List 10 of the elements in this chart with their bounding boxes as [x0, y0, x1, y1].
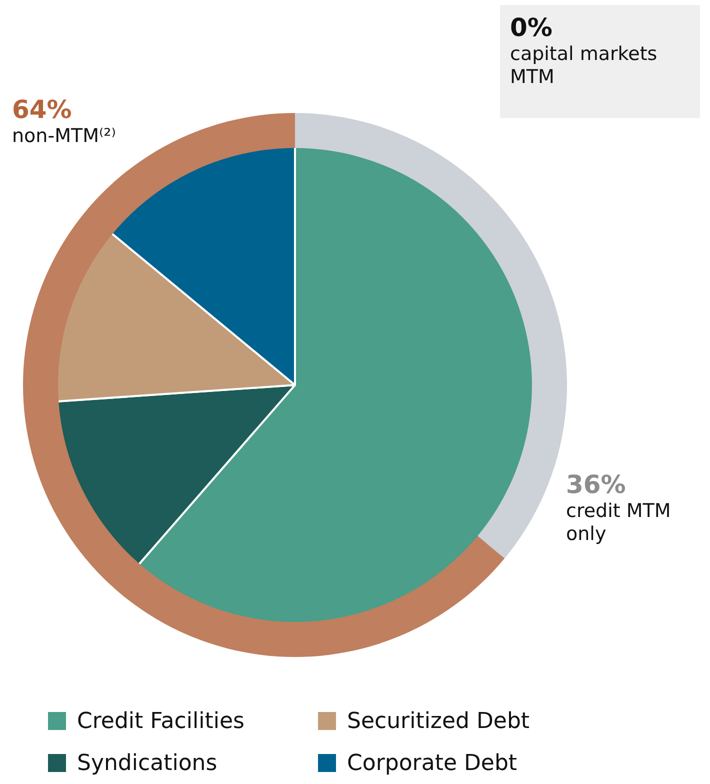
data-label: 64%	[12, 95, 73, 125]
data-label: 36%	[566, 470, 627, 500]
slice-label: non-MTM⁽²⁾	[12, 125, 116, 147]
text: 0%	[510, 13, 552, 42]
category-label: capital markets MTM	[510, 43, 658, 88]
legend-label: Credit Facilities	[77, 708, 244, 734]
legend-label: Syndications	[77, 750, 218, 776]
legend-label: Corporate Debt	[347, 750, 518, 776]
slice-label: credit MTM only	[566, 500, 671, 545]
legend-label: Securitized Debt	[347, 708, 530, 734]
